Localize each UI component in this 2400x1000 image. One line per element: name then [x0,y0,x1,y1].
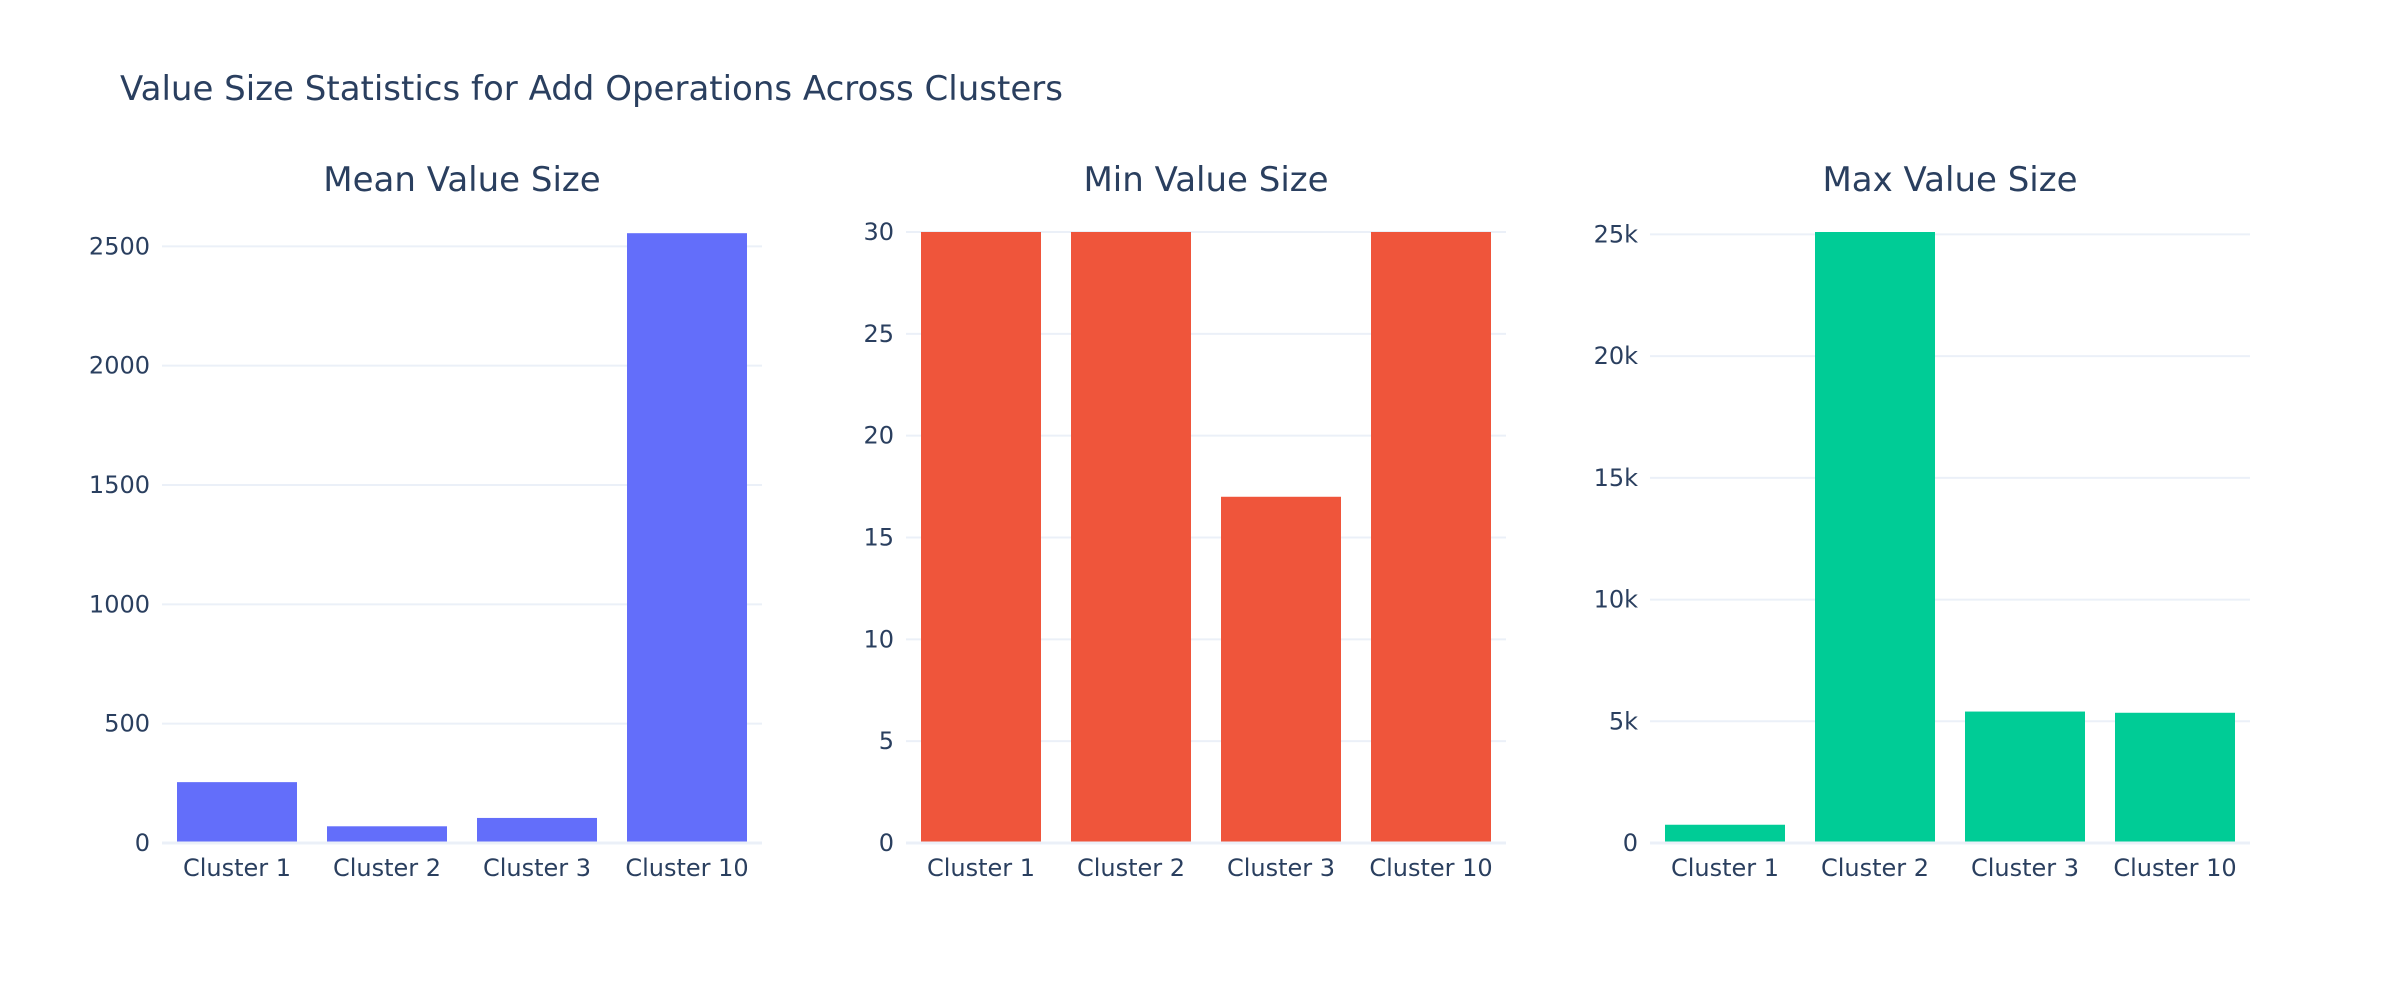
y-tick-label: 2000 [89,352,150,380]
x-tick-label: Cluster 2 [1821,854,1929,882]
bar[interactable] [1965,711,2085,843]
x-tick-label: Cluster 1 [927,854,1035,882]
y-tick-label: 20 [863,422,894,450]
bar[interactable] [1665,824,1785,843]
subplot-title: Max Value Size [1822,160,2077,200]
bar[interactable] [327,826,447,843]
subplot-1: Mean Value Size 0 500 1000 1500 2000 2500 Clust… [89,160,762,882]
y-tick-label: 1000 [89,590,150,618]
y-tick-label: 30 [863,218,894,246]
subplot-panels: Mean Value Size05001000150020002500Clust… [89,160,2250,882]
bar[interactable] [627,233,747,843]
bar[interactable] [1371,232,1491,843]
bar[interactable] [921,232,1041,843]
y-tick-label: 10k [1594,586,1639,614]
y-tick-label: 10 [863,625,894,653]
x-tick-label: Cluster 2 [333,854,441,882]
bar[interactable] [1221,496,1341,843]
y-tick-label: 25k [1594,220,1639,248]
y-tick-label: 0 [135,829,150,857]
bar[interactable] [1071,232,1191,843]
subplot-title: Min Value Size [1083,160,1328,200]
x-tick-label: Cluster 3 [1971,854,2079,882]
y-tick-label: 0 [879,829,894,857]
x-tick-label: Cluster 10 [625,854,748,882]
y-tick-label: 500 [104,710,150,738]
y-tick-label: 15 [863,524,894,552]
y-tick-label: 5 [879,727,894,755]
y-tick-label: 20k [1594,342,1639,370]
x-tick-label: Cluster 3 [1227,854,1335,882]
x-tick-label: Cluster 3 [483,854,591,882]
bar[interactable] [477,817,597,843]
chart-title: Value Size Statistics for Add Operations… [120,69,1063,109]
y-tick-label: 2500 [89,232,150,260]
subplot-2: Min Value Size 0 5 10 15 20 25 30 Cluster 1 Clust… [863,160,1506,882]
y-tick-label: 5k [1609,707,1638,735]
x-tick-label: Cluster 1 [183,854,291,882]
x-tick-label: Cluster 10 [1369,854,1492,882]
bar[interactable] [1815,232,1935,843]
bar[interactable] [177,782,297,843]
subplot-3: Max Value Size 0 5k 10k 15k 20k 25k Cluster 1 Cl… [1594,160,2250,882]
y-tick-label: 0 [1623,829,1638,857]
x-tick-label: Cluster 1 [1671,854,1779,882]
bar[interactable] [2115,712,2235,843]
subplot-title: Mean Value Size [323,160,600,200]
y-tick-label: 1500 [89,471,150,499]
x-tick-label: Cluster 10 [2113,854,2236,882]
y-tick-label: 25 [863,320,894,348]
x-tick-label: Cluster 2 [1077,854,1185,882]
y-tick-label: 15k [1594,464,1639,492]
